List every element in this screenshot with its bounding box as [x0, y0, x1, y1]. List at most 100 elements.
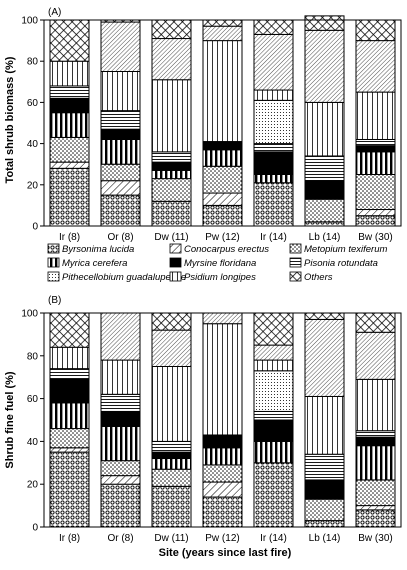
panel-a-bar-segment — [151, 161, 192, 171]
panel-a-bar-segment — [202, 149, 243, 167]
panel-a-x-tick-label: Pw (12) — [205, 232, 239, 243]
panel-a-bar-segment — [304, 198, 345, 223]
panel-b-bar-segment — [202, 312, 243, 325]
panel-a-bar-segment — [49, 161, 90, 169]
panel-b-bar-segment — [151, 451, 192, 460]
panel-b-bar-segment — [100, 483, 141, 528]
panel-b-bar-segment — [49, 428, 90, 449]
legend-item: Byrsonima lucida — [47, 243, 134, 255]
panel-a-bar-segment — [151, 38, 192, 81]
panel-b-bar-segment — [355, 331, 396, 380]
legend-swatch — [47, 243, 60, 254]
legend-swatch — [169, 257, 182, 268]
panel-b-bar-segment — [355, 378, 396, 432]
panel-a-y-tick-label: 0 — [32, 222, 38, 233]
legend-label: Others — [304, 272, 333, 283]
panel-b-x-tick-label: Lb (14) — [309, 533, 341, 544]
panel-a-bar-segment — [304, 221, 345, 227]
panel-b-y-axis-title: Shrub fine fuel (%) — [4, 371, 16, 469]
panel-b-bar-segment — [253, 440, 294, 464]
legend-swatch — [289, 243, 302, 254]
panel-a-bar-segment — [355, 215, 396, 227]
panel-a-bar-segment — [253, 182, 294, 227]
panel-a-y-tick-label: 60 — [27, 98, 39, 109]
panel-b-label: (B) — [48, 295, 61, 306]
panel-a-bar-segment — [202, 40, 243, 143]
panel-a-bar-segment — [253, 33, 294, 91]
panel-a-bar-segment — [49, 97, 90, 114]
panel-a-x-tick-label: Ir (8) — [59, 232, 80, 243]
panel-a-label: (A) — [48, 7, 61, 18]
legend-swatch — [289, 271, 302, 282]
panel-b-bar-segment — [202, 447, 243, 466]
panel-a-bar-segment — [304, 29, 345, 103]
legend: Byrsonima lucida Conocarpus erectus Metopi… — [47, 243, 388, 283]
legend-item: Myrica cerefera — [47, 257, 127, 269]
panel-b-y-tick-label: 40 — [27, 437, 39, 448]
panel-a-bar-segment — [355, 19, 396, 42]
panel-b-bar-segment — [253, 419, 294, 442]
panel-a-bar-segment — [49, 60, 90, 87]
panel-a-bar-segment — [151, 19, 192, 40]
panel-a-bar-segment — [253, 151, 294, 175]
panel-b-bar-segment — [355, 436, 396, 447]
panel-b-bar-segment — [49, 312, 90, 348]
panel-a-bar-segment — [355, 209, 396, 217]
panel-b-bar-segment — [151, 312, 192, 331]
panel-a-x-tick-label: Ir (14) — [260, 232, 287, 243]
panel-b-bar-segment — [304, 498, 345, 522]
legend-item: Myrsine floridana — [169, 257, 256, 269]
panel-b-bar-segment — [100, 359, 141, 395]
panel-b-bar-segment — [151, 366, 192, 442]
panel-b-bar-segment — [202, 434, 243, 449]
panel-b-bar-segment — [49, 402, 90, 430]
panel-a-bar-segment — [355, 91, 396, 140]
panel-a-bar-segment — [355, 174, 396, 211]
panel-a-bar-segment — [49, 112, 90, 138]
panel-a-bar-segment — [253, 143, 294, 153]
panel-a-bar-segment — [355, 145, 396, 153]
panel-b-bar-segment — [100, 460, 141, 477]
panel-a-bar-segment — [151, 79, 192, 153]
panel-b-bar-segment — [253, 312, 294, 346]
panel-a-bar-segment — [49, 167, 90, 227]
x-axis-title: Site (years since last fire) — [159, 547, 292, 559]
panel-a-bar-segment — [202, 25, 243, 42]
panel-a-bar-segment — [151, 151, 192, 163]
panel-b-y-tick-label: 20 — [27, 480, 39, 491]
legend-item: Conocarpus erectus — [169, 243, 269, 255]
panel-b-bar-segment — [49, 346, 90, 370]
panel-a-y-tick-label: 80 — [27, 57, 39, 68]
panel-b-x-tick-label: Ir (8) — [59, 533, 80, 544]
legend-item: Psidium longipes — [169, 271, 256, 283]
panel-a-bar-segment — [202, 165, 243, 194]
panel-a-bar-segment — [100, 21, 141, 72]
legend-item: Metopium texiferum — [289, 243, 388, 255]
panel-b-bar-segment — [304, 479, 345, 500]
panel-b-bar-segment — [100, 475, 141, 485]
panel-b-bar-segment — [304, 395, 345, 455]
legend-swatch — [169, 243, 182, 254]
panel-a-bar-segment — [49, 136, 90, 163]
panel-b-y-tick-label: 0 — [32, 523, 38, 534]
panel-b-y-tick-label: 80 — [27, 351, 39, 362]
panel-b-bar-segment — [100, 393, 141, 412]
legend-swatch — [47, 271, 60, 282]
legend-label: Psidium longipes — [184, 272, 256, 283]
panel-b-shrub-fine-fuel: (B) Shrub fine fuel (%) Ir (8) Or (8) Dw (… — [4, 295, 402, 559]
legend-swatch — [169, 271, 182, 282]
panel-a-bar-segment — [100, 163, 141, 182]
panel-b-bar-segment — [355, 505, 396, 511]
panel-a-bar-segment — [355, 138, 396, 147]
panel-b-bar-segment — [49, 447, 90, 453]
panel-b-bar-segment — [151, 485, 192, 528]
panel-b-bar-segment — [253, 359, 294, 372]
panel-b-x-tick-label: Dw (11) — [154, 533, 188, 544]
legend-item: Others — [289, 271, 333, 283]
panel-b-bar-segment — [253, 370, 294, 412]
panel-a-x-tick-label: Or (8) — [107, 232, 133, 243]
panel-a-bar-segment — [355, 40, 396, 93]
legend-item: Pithecellobium guadalupense — [47, 271, 186, 283]
panel-a-bar-segment — [100, 110, 141, 130]
panel-b-bar-segment — [355, 445, 396, 481]
